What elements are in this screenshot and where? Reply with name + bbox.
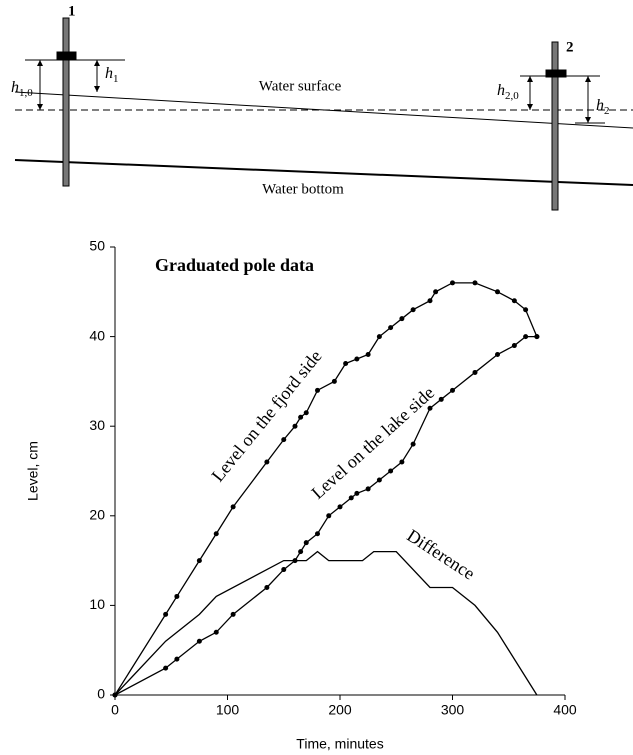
point [354,356,360,362]
x-tick-label: 200 [328,702,352,718]
point [534,334,540,340]
point [331,378,337,384]
diagram [14,17,633,211]
point [399,459,405,465]
chart: 0 100 200 300 400 0 10 20 30 40 50 Time, minutes Lev… [25,238,577,752]
point [511,298,517,304]
point [348,495,354,501]
point [365,352,371,358]
point [438,396,444,402]
point [213,629,219,635]
surface-label: Water surface [259,78,342,94]
y-tick-label: 10 [89,596,105,612]
point [427,405,433,411]
point [281,567,287,573]
chart-title: Graduated pole data [155,255,314,275]
x-tick-label: 0 [111,702,119,718]
h-label: h2,0 [497,82,519,102]
point [315,531,320,537]
h-label: h1 [105,65,119,85]
point [174,656,180,662]
x-axis-label: Time, minutes [296,736,383,752]
point [523,307,529,313]
point [213,531,219,537]
point [511,343,517,349]
y-tick-label: 50 [89,238,105,254]
point [365,486,371,492]
h-sub: 2,0 [505,90,519,102]
water-bottom-line [14,159,633,186]
point [337,504,343,510]
point [303,410,309,416]
h-sub: 1 [113,73,119,85]
series-line [114,550,538,696]
point [410,307,416,313]
point [298,414,304,420]
point [495,289,500,295]
y-tick-label: 40 [89,327,105,343]
point [354,490,360,496]
point [388,325,394,331]
bottom-label: Water bottom [262,181,344,197]
series-line [114,282,538,696]
point [174,593,180,599]
x-tick-label: 400 [553,702,577,718]
point [163,611,169,617]
point [230,611,236,617]
crossbar [56,51,77,60]
h-base: h [11,79,19,96]
point [450,280,455,286]
point [196,638,202,644]
y-axis-label: Level, cm [25,441,41,501]
point [281,437,287,443]
point [303,540,309,546]
point [376,477,382,483]
point [427,298,433,304]
x-tick-label: 100 [216,702,240,718]
series-label: Level on the fjord side [207,346,325,485]
point [472,280,478,286]
h-base: h [105,65,113,82]
crossbar [545,69,567,78]
pole-label: 1 [68,3,76,19]
point [376,334,382,340]
point [343,360,349,366]
pole [62,17,70,187]
h-sub: 1,0 [19,87,33,99]
series-line [114,335,537,696]
x-tick-label: 300 [441,702,465,718]
y-tick-label: 20 [89,507,105,523]
y-tick-label: 30 [89,417,105,433]
point [298,549,304,555]
h-sub: 2 [604,105,610,117]
point [388,468,394,474]
point [264,459,270,465]
point [292,423,298,429]
point [196,558,202,564]
pole [551,41,559,211]
point [433,289,439,295]
pole-label: 2 [566,39,574,55]
h-label: h2 [596,97,610,117]
point [472,369,478,375]
h-label: h1,0 [11,79,33,99]
point [315,387,320,393]
point [495,352,500,358]
point [410,441,416,447]
point [264,584,270,590]
series-label: Difference [403,525,478,584]
h-base: h [497,82,505,99]
point [163,665,169,671]
h-base: h [596,97,604,114]
point [523,334,529,340]
point [326,513,332,519]
point [230,504,236,510]
point [399,316,405,322]
point [450,387,455,393]
y-tick-label: 0 [97,686,105,702]
